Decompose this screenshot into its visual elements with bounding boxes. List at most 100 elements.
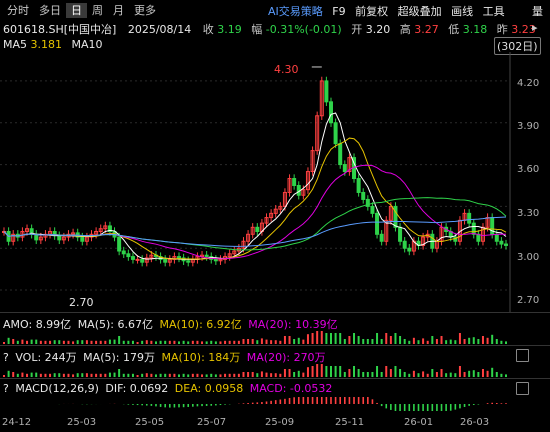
candle: [379, 233, 384, 242]
volume-bar: [214, 341, 217, 344]
volume-bar: [182, 373, 185, 377]
vol-ma20: MA(20): 270万: [246, 351, 326, 364]
volume-bar: [168, 373, 171, 377]
tab-month[interactable]: 月: [113, 4, 124, 17]
macd-bar: [316, 397, 318, 404]
volume-bar: [191, 373, 194, 377]
settings-icon[interactable]: [516, 382, 529, 398]
volume-bar: [150, 340, 153, 344]
volume-bar: [288, 369, 291, 377]
macd-bar: [270, 400, 272, 404]
macd-bar: [334, 397, 337, 404]
candle: [347, 157, 352, 173]
candle: [278, 205, 283, 210]
volume-bar: [210, 373, 213, 377]
macd-bar: [288, 397, 291, 404]
macd-bar: [159, 404, 162, 407]
adjust-button[interactable]: 前复权: [355, 5, 389, 18]
candle: [227, 253, 232, 258]
macd-chart: [58, 397, 507, 411]
tab-multi-day[interactable]: 多日: [39, 4, 61, 17]
macd-bar: [390, 404, 392, 410]
y-tick: 3.00: [517, 252, 540, 263]
macd-bar: [205, 404, 208, 406]
volume-bar: [145, 373, 148, 377]
volume-bar: [353, 366, 356, 377]
volume-bar: [164, 340, 167, 344]
settings-icon[interactable]: [516, 349, 529, 365]
volume-bar: [108, 372, 111, 377]
tab-day[interactable]: 日: [66, 3, 87, 18]
volume-bar: [505, 341, 507, 344]
ai-strategy-button[interactable]: AI交易策略: [268, 5, 323, 18]
macd-bar: [173, 404, 176, 408]
macd-bar: [500, 403, 503, 404]
volume-bar: [187, 374, 190, 377]
candle: [504, 243, 508, 246]
volume-bar: [376, 333, 379, 344]
volume-bar: [500, 373, 503, 377]
volume-bar: [62, 340, 65, 344]
volume-bar: [458, 366, 461, 377]
candle: [305, 171, 310, 191]
candle: [494, 233, 499, 242]
f9-button[interactable]: F9: [332, 5, 346, 18]
volume-bar: [366, 372, 369, 377]
amo-label: AMO:: [3, 318, 33, 331]
volume-bar: [182, 340, 185, 344]
volume-bar: [265, 339, 268, 344]
volume-bar: [481, 336, 484, 344]
macd-bar: [192, 404, 194, 407]
macd-bar: [325, 397, 328, 404]
volume-bar: [376, 366, 379, 377]
macd-bar: [477, 404, 480, 405]
volume-bar: [417, 340, 420, 344]
high-annotation: 4.30: [274, 63, 299, 76]
amo-ma10: MA(10): 6.92亿: [159, 318, 242, 331]
candle: [130, 256, 135, 260]
volume-bar: [122, 340, 125, 344]
macd-bar: [408, 404, 411, 411]
open-value: 3.20: [365, 23, 391, 36]
volume-menu[interactable]: 量: [532, 5, 543, 18]
help-icon[interactable]: ?: [3, 382, 9, 395]
volume-bar: [72, 341, 75, 344]
macd-label: MACD(12,26,9): [15, 382, 99, 395]
macd-legend: ? MACD(12,26,9) DIF: 0.0692 DEA: 0.0958 …: [3, 382, 332, 395]
price-chart[interactable]: [0, 52, 550, 312]
tab-more[interactable]: 更多: [134, 4, 156, 17]
range-button[interactable]: (302日): [494, 37, 541, 55]
volume-bar: [422, 338, 425, 344]
volume-bar: [3, 342, 5, 344]
candle: [361, 191, 366, 200]
candle: [84, 236, 89, 242]
volume-bar: [237, 340, 240, 344]
volume-bar: [302, 372, 305, 377]
tab-week[interactable]: 周: [92, 4, 103, 17]
help-icon[interactable]: ?: [3, 351, 9, 364]
separator: [0, 312, 550, 313]
volume-bar: [7, 337, 10, 344]
volume-bar: [127, 373, 130, 377]
volume-bar: [3, 375, 5, 377]
candle: [250, 226, 255, 235]
macd-bar: [495, 403, 498, 404]
volume-bar: [108, 339, 111, 344]
volume-bar: [486, 370, 489, 377]
draw-line-button[interactable]: 画线: [451, 5, 474, 18]
candle: [471, 222, 476, 235]
macd-bar: [293, 397, 295, 404]
volume-bar: [265, 372, 268, 377]
close-value: 3.19: [217, 23, 242, 36]
candle: [71, 232, 76, 235]
macd-bar: [145, 404, 148, 406]
volume-bar: [67, 373, 70, 377]
tab-minute[interactable]: 分时: [7, 4, 29, 17]
expand-icon[interactable]: ▸: [532, 21, 538, 34]
volume-bar: [306, 367, 309, 377]
volume-bar: [118, 336, 121, 344]
tools-button[interactable]: 工具: [482, 5, 505, 18]
candle: [480, 226, 485, 242]
overlay-button[interactable]: 超级叠加: [397, 5, 442, 18]
volume-bar: [90, 373, 93, 377]
